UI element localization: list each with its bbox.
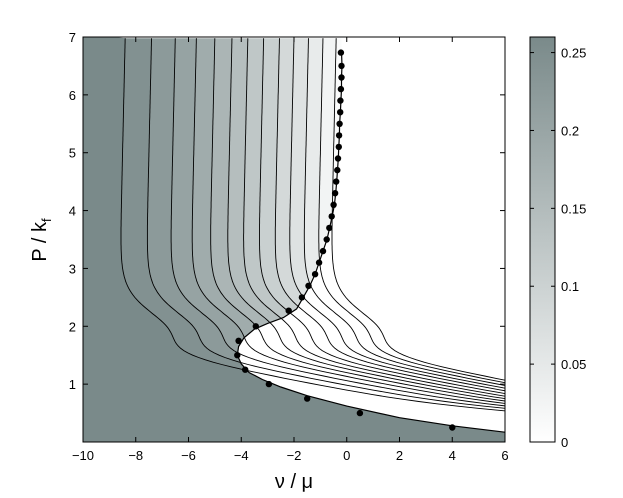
x-tick-label: 4 [449, 448, 456, 463]
x-tick-label: 6 [501, 448, 508, 463]
y-axis-label: P / kf [29, 218, 54, 262]
data-point [336, 120, 343, 128]
contour-line [303, 38, 505, 386]
x-tick-label: −8 [128, 448, 143, 463]
contour-line [170, 38, 505, 407]
data-point [449, 424, 456, 431]
colorbar-tick-label: 0.1 [561, 279, 579, 294]
data-point [315, 259, 323, 266]
y-axis-ticks: 1 2 3 4 5 6 7 [69, 30, 505, 392]
y-tick-label: 5 [69, 146, 76, 161]
y-tick-label: 4 [69, 204, 76, 219]
contour-line [318, 38, 505, 384]
data-point [337, 49, 345, 56]
data-point [265, 380, 273, 388]
data-point [337, 97, 344, 104]
colorbar-tick-label: 0.2 [561, 123, 579, 138]
x-axis-label: ν / μ [275, 471, 313, 493]
x-tick-label: −10 [72, 448, 94, 463]
y-tick-label: 7 [69, 30, 76, 45]
data-point [311, 271, 319, 278]
y-tick-label: 2 [69, 319, 76, 334]
colorbar-tick-label: 0 [561, 435, 568, 450]
data-point [338, 74, 345, 81]
contour-line [274, 38, 505, 392]
x-axis-ticks: −10 −8 −6 −4 −2 0 2 4 6 [72, 37, 509, 463]
data-point [285, 307, 292, 314]
data-point [328, 213, 335, 220]
empty-region [237, 37, 505, 433]
data-point [305, 282, 312, 289]
colorbar-tick-label: 0.25 [561, 46, 586, 61]
x-tick-label: 0 [343, 448, 350, 463]
data-point [334, 155, 342, 162]
data-point [337, 109, 344, 116]
data-point [323, 236, 330, 243]
contour-line [191, 38, 505, 404]
data-point [338, 62, 345, 70]
x-tick-label: −6 [181, 448, 196, 463]
data-point [335, 143, 342, 151]
x-tick-label: −2 [287, 448, 302, 463]
data-point [326, 224, 333, 232]
y-tick-label: 1 [69, 377, 76, 392]
data-point [331, 190, 339, 197]
data-point [304, 395, 311, 402]
colorbar-tick-label: 0.05 [561, 357, 586, 372]
contour-line [210, 38, 505, 402]
data-point [242, 366, 249, 373]
data-point [298, 294, 306, 301]
y-tick-label: 3 [69, 261, 76, 276]
contour-line [289, 38, 505, 389]
data-point [335, 132, 343, 139]
contour-lines [120, 38, 505, 412]
colorbar-ticks: 0 0.05 0.1 0.15 0.2 0.25 [530, 46, 586, 450]
contour-line [120, 38, 505, 412]
data-point [234, 352, 241, 359]
contour-line [331, 38, 505, 381]
contour-line [243, 38, 505, 397]
colorbar-tick-label: 0.15 [561, 201, 586, 216]
data-point [319, 247, 327, 255]
data-point [235, 337, 242, 344]
y-tick-label: 6 [69, 88, 76, 103]
data-point [337, 85, 345, 93]
data-point [330, 201, 337, 208]
contour-line [146, 38, 505, 409]
data-point [334, 166, 341, 174]
contour-line [227, 38, 505, 400]
data-point [356, 409, 364, 417]
contour-line [259, 38, 505, 395]
y-axis-label-subscript: f [39, 218, 54, 222]
data-markers [234, 49, 456, 431]
colorbar [529, 36, 556, 443]
data-point [333, 178, 340, 185]
data-point [252, 323, 259, 330]
x-tick-label: −4 [234, 448, 249, 463]
x-tick-label: 2 [396, 448, 403, 463]
